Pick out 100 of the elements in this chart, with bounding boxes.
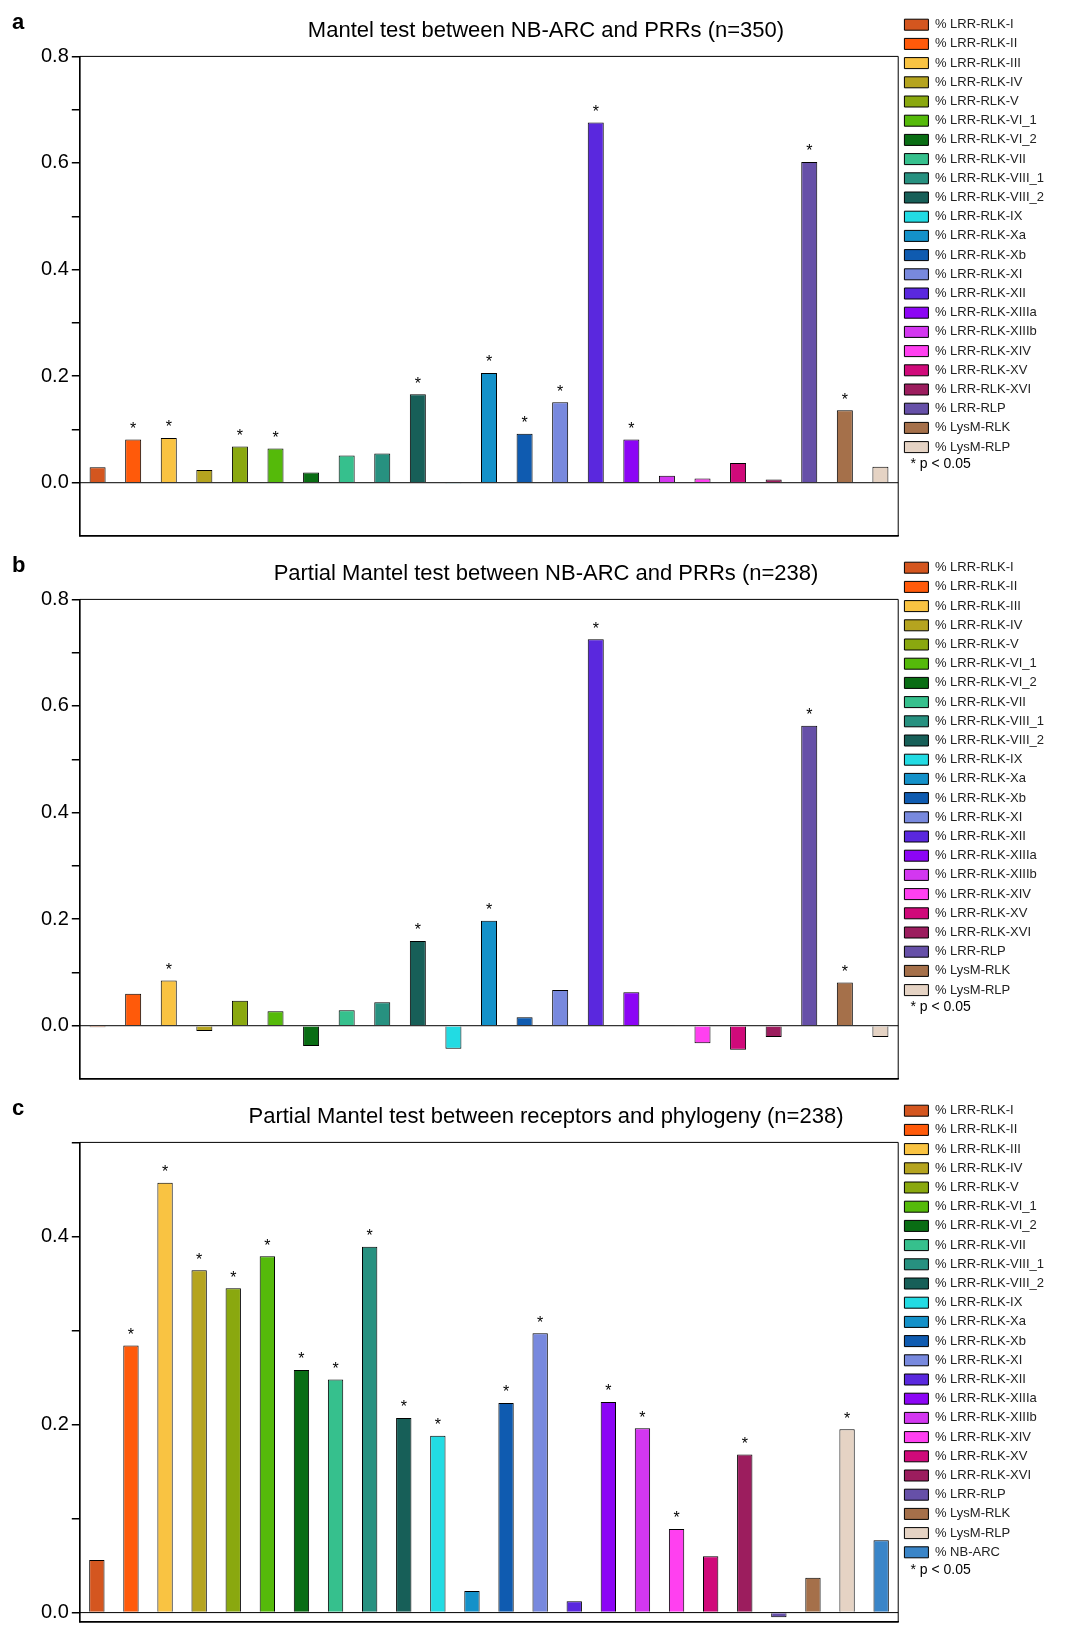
legend-label: % LRR-RLK-XVI <box>934 381 1031 397</box>
data-label: * <box>165 418 172 436</box>
data-label: * <box>485 353 493 371</box>
legend-label: % LRR-RLP <box>934 1486 1006 1502</box>
data-label: * <box>806 706 813 724</box>
y-tick-label: 0.8 <box>40 43 69 66</box>
data-label: * <box>537 1313 544 1331</box>
text: b <box>12 552 26 578</box>
legend-label: % LRR-RLK-VIII_1 <box>934 169 1044 185</box>
data-label: * <box>434 1416 441 1434</box>
legend-label: % LRR-RLK-XIIIb <box>934 1409 1037 1425</box>
legend-label: % LRR-RLK-II <box>934 35 1018 51</box>
legend-label: % LysM-RLK <box>934 419 1011 435</box>
y-tick-label: 0.0 <box>40 470 69 493</box>
legend-label: % LRR-RLP <box>934 943 1006 959</box>
data-label: * <box>414 374 421 392</box>
data-label: * <box>628 419 635 437</box>
data-label: * <box>127 1325 135 1343</box>
legend-label: % LRR-RLK-VI_2 <box>934 131 1037 147</box>
data-label: * <box>130 419 137 437</box>
data-label: * <box>264 1236 271 1254</box>
legend-label: % NB-ARC <box>934 1543 1000 1559</box>
data-label: * <box>502 1383 510 1401</box>
y-tick-label: 0.2 <box>40 363 69 386</box>
legend-label: % LRR-RLK-IV <box>934 616 1023 632</box>
data-label: * <box>298 1350 305 1368</box>
data-label: * <box>592 619 599 637</box>
data-label: * <box>605 1382 612 1400</box>
legend-label: % LRR-RLK-VIII_2 <box>934 1275 1044 1291</box>
chart-title: Partial Mantel test between receptors and phylogeny (n=238) <box>248 1103 844 1129</box>
legend-label: % LRR-RLK-IV <box>934 73 1023 89</box>
legend-label: % LRR-RLK-II <box>934 1121 1018 1137</box>
legend-label: % LRR-RLK-VIII_2 <box>934 189 1044 205</box>
legend-label: % LRR-RLK-XI <box>934 1351 1023 1367</box>
text: * p < 0.05 <box>910 455 971 472</box>
legend-label: % LRR-RLK-VIII_1 <box>934 1255 1044 1271</box>
legend-label: % LRR-RLK-VI_1 <box>934 655 1037 671</box>
data-label: * <box>843 1409 851 1427</box>
data-label: * <box>236 426 244 444</box>
legend-label: % LRR-RLK-XI <box>934 808 1023 824</box>
data-label: * <box>332 1359 339 1377</box>
y-tick-label: 0.0 <box>40 1013 69 1036</box>
legend-label: % LRR-RLK-VI_1 <box>934 112 1037 128</box>
data-label: * <box>485 901 493 919</box>
legend-label: % LRR-RLK-XII <box>934 828 1026 844</box>
legend-label: % LRR-RLK-Xa <box>934 1313 1027 1329</box>
legend-label: % LRR-RLK-XII <box>934 1371 1026 1387</box>
legend-label: % LRR-RLK-XIIIa <box>934 304 1038 320</box>
legend-label: % LRR-RLK-XV <box>934 1447 1028 1463</box>
y-tick-label: 0.8 <box>40 586 69 609</box>
data-label: * <box>161 1163 169 1181</box>
legend-label: % LRR-RLP <box>934 400 1006 416</box>
y-tick-label: 0.4 <box>40 1223 69 1246</box>
legend-label: % LRR-RLK-V <box>934 1179 1020 1195</box>
legend-label: % LRR-RLK-XIIIb <box>934 866 1037 882</box>
data-label: * <box>366 1227 373 1245</box>
y-tick-label: 0.6 <box>40 150 69 173</box>
data-label: * <box>196 1250 203 1268</box>
y-tick-label: 0.0 <box>40 1600 69 1623</box>
legend-label: % LRR-RLK-XIV <box>934 885 1032 901</box>
y-tick-label: 0.2 <box>40 906 69 929</box>
legend-label: % LRR-RLK-Xa <box>934 227 1027 243</box>
legend-label: % LysM-RLP <box>934 981 1011 997</box>
data-label: * <box>741 1435 748 1453</box>
legend-label: % LRR-RLK-Xa <box>934 770 1027 786</box>
text: * p < 0.05 <box>910 998 971 1015</box>
text: c <box>12 1095 25 1121</box>
data-label: * <box>673 1509 680 1527</box>
legend-label: % LRR-RLK-II <box>934 578 1018 594</box>
legend-label: % LysM-RLP <box>934 438 1011 454</box>
legend-label: % LRR-RLK-VI_1 <box>934 1198 1037 1214</box>
legend-label: % LRR-RLK-IX <box>934 208 1023 224</box>
legend-label: % LysM-RLK <box>934 1505 1011 1521</box>
legend-label: % LRR-RLK-XI <box>934 265 1023 281</box>
legend-label: % LRR-RLK-XVI <box>934 1467 1031 1483</box>
legend-label: % LRR-RLK-XIIIb <box>934 323 1037 339</box>
data-label: * <box>230 1268 237 1286</box>
data-label: * <box>400 1398 407 1416</box>
data-label: * <box>165 960 172 978</box>
data-label: * <box>272 429 279 447</box>
legend-label: % LRR-RLK-I <box>934 16 1014 32</box>
data-label: * <box>414 921 421 939</box>
legend-label: % LRR-RLK-V <box>934 93 1020 109</box>
legend-label: % LRR-RLK-XVI <box>934 924 1031 940</box>
legend-label: % LRR-RLK-VII <box>934 150 1026 166</box>
text: a <box>12 9 25 35</box>
text: * p < 0.05 <box>910 1560 971 1577</box>
chart-title: Mantel test between NB-ARC and PRRs (n=350) <box>307 17 785 43</box>
chart-title: Partial Mantel test between NB-ARC and PRRs (n=238) <box>273 560 819 586</box>
legend-label: % LRR-RLK-VIII_1 <box>934 712 1044 728</box>
data-label: * <box>806 142 813 160</box>
legend-label: % LRR-RLK-XIIIa <box>934 847 1038 863</box>
legend-label: % LRR-RLK-XII <box>934 285 1026 301</box>
legend-label: % LRR-RLK-XIV <box>934 342 1032 358</box>
legend-label: % LRR-RLK-VIII_2 <box>934 732 1044 748</box>
legend-label: % LRR-RLK-Xb <box>934 789 1026 805</box>
legend-label: % LRR-RLK-III <box>934 54 1021 70</box>
y-tick-label: 0.4 <box>40 257 69 280</box>
legend-label: % LRR-RLK-IV <box>934 1159 1023 1175</box>
legend-label: % LRR-RLK-VI_2 <box>934 1217 1037 1233</box>
